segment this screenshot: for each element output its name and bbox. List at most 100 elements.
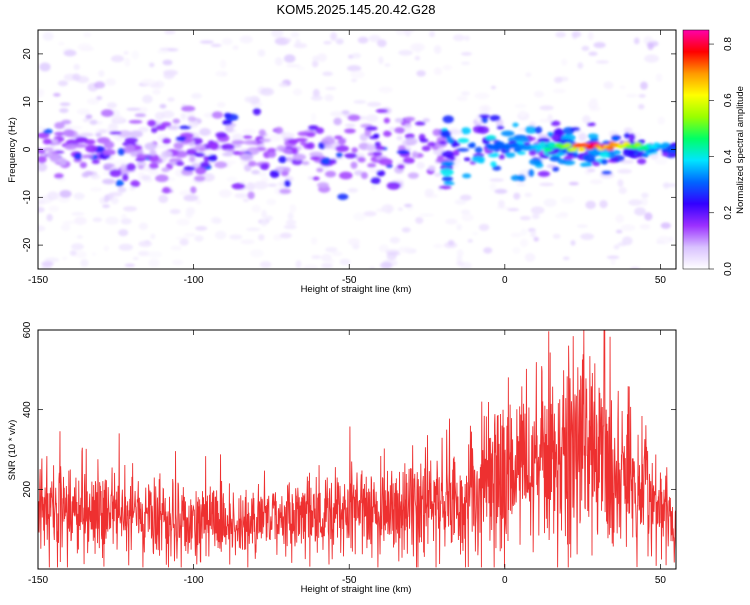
heatmap-cell [292,153,307,161]
heatmap-cell [239,153,254,162]
heatmap-cell [117,147,125,156]
heatmap-cell [640,197,648,206]
heatmap-cell [167,97,175,102]
heatmap-cell [367,163,377,168]
heatmap-cell [299,141,307,146]
heatmap-cell [176,218,190,226]
heatmap-cell [103,140,115,149]
heatmap-cell [98,129,108,134]
heatmap-cell [162,186,171,194]
heatmap-cell [62,220,75,225]
heatmap-cell [490,85,497,90]
heatmap-cell [483,247,493,254]
heatmap-cell [381,204,394,214]
heatmap-cell [310,95,323,101]
heatmap-cell [246,182,255,191]
heatmap-cell [153,80,165,89]
heatmap-cell [261,89,271,93]
heatmap-cell [366,144,377,152]
heatmap-cell [150,127,158,134]
heatmap-cell [47,191,59,201]
heatmap-cell [321,253,332,262]
heatmap-cell [320,157,332,166]
heatmap-cell [495,118,504,128]
heatmap-cell [214,161,228,169]
heatmap-cell [617,179,624,187]
heatmap-cell [164,30,176,35]
heatmap-cell [73,152,82,160]
heatmap-cell [363,211,377,217]
heatmap-cell [552,166,560,172]
heatmap-cell [134,113,147,118]
heatmap-cell [347,238,360,246]
snr-y-label: SNR (10 * v/v) [7,420,18,481]
spectrogram-heatmap [38,30,676,269]
heatmap-cell [496,125,505,130]
heatmap-cell [199,161,211,168]
heatmap-cell [42,138,53,145]
heatmap-cell [514,103,527,109]
heatmap-cell [135,153,150,159]
y-tick-label: -10 [22,190,33,205]
heatmap-cell [223,112,232,119]
heatmap-cell [53,92,61,97]
heatmap-cell [208,142,219,151]
heatmap-cell [137,250,150,257]
heatmap-cell [232,45,239,50]
heatmap-cell [242,135,253,139]
heatmap-cell [283,148,293,155]
heatmap-cell [244,96,253,103]
heatmap-cell [654,157,668,165]
heatmap-cell [464,35,470,41]
heatmap-cell [93,81,106,89]
heatmap-cell [371,185,377,190]
heatmap-cell [307,175,314,180]
heatmap-cell [234,193,248,199]
heatmap-cell [117,130,132,138]
colorbar-label: Normalized spectral amplitude [735,86,746,214]
heatmap-cell [59,108,69,113]
heatmap-cell [321,262,333,269]
heatmap-cell [73,192,85,200]
heatmap-cell [539,118,553,123]
heatmap-cell [129,130,143,138]
heatmap-cell [243,140,258,145]
heatmap-cell [516,151,526,155]
heatmap-cell [622,149,635,157]
y-tick-label: -20 [22,237,33,252]
heatmap-cell [577,62,584,69]
heatmap-cell [364,128,372,137]
heatmap-cell [365,114,379,122]
colorbar-tick-label: 0.8 [723,37,734,51]
heatmap-cell [498,154,506,160]
heatmap-cell [593,42,606,49]
heatmap-cell [386,252,401,256]
heatmap-cell [199,128,211,136]
heatmap-cell [344,128,356,134]
x-tick-label: 50 [655,275,667,286]
heatmap-cell [214,230,227,240]
heatmap-cell [389,236,401,244]
heatmap-cell [247,191,255,200]
heatmap-cell [89,119,98,125]
heatmap-cell [537,137,551,143]
heatmap-cell [524,192,533,198]
heatmap-cell [592,161,601,167]
y-tick-label: 200 [22,481,33,498]
heatmap-cell [569,127,581,132]
heatmap-cell [516,137,530,143]
heatmap-cell [125,144,136,152]
heatmap-cell [398,246,413,253]
x-tick-label: -150 [28,275,48,286]
heatmap-cell [251,204,262,213]
heatmap-cell [633,142,642,147]
heatmap-cell [644,54,659,63]
colorbar-frame [682,29,710,270]
heatmap-cell [54,173,64,179]
heatmap-cell [295,39,301,48]
heatmap-cell [445,218,458,225]
heatmap-cell [246,227,261,232]
heatmap-cell [337,138,346,146]
heatmap-cell [41,261,54,267]
heatmap-cell [221,143,235,150]
